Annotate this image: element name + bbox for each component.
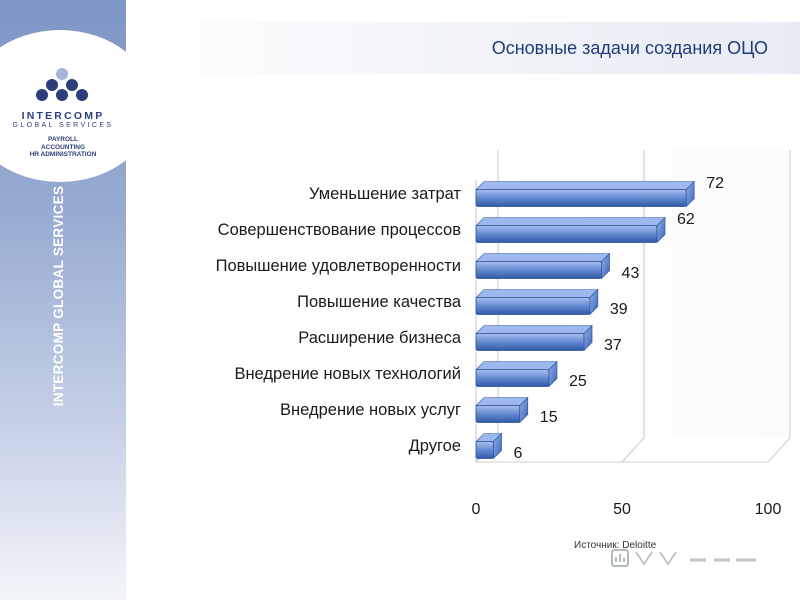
brand-subtitle: GLOBAL SERVICES [12, 122, 114, 129]
intercomp-logo-icon [36, 68, 88, 101]
value-label: 39 [610, 301, 628, 318]
bar [475, 441, 494, 459]
x-tick-label: 100 [755, 501, 782, 518]
bar-end-cap [589, 288, 599, 316]
bar [475, 369, 550, 387]
bar [475, 189, 687, 207]
x-tick-labels: 0 50 100 [472, 501, 782, 518]
x-tick-label: 50 [613, 501, 631, 518]
value-label: 43 [622, 265, 640, 282]
category-label: Уменьшение затрат [309, 185, 461, 203]
x-tick-label: 0 [472, 501, 481, 518]
source-note: Источник: Deloitte [574, 540, 657, 551]
brand-services: PAYROLL ACCOUNTING HR ADMINISTRATION [0, 136, 126, 159]
value-label: 6 [514, 445, 523, 462]
bar-end-cap [548, 360, 558, 388]
grid-depth-line [621, 437, 645, 463]
category-labels: Уменьшение затрат Совершенствование проце… [216, 185, 462, 455]
page-title: Основные задачи создания ОЦО [491, 38, 768, 58]
bar [475, 297, 591, 315]
bar-top-face [475, 397, 529, 406]
category-label: Расширение бизнеса [298, 329, 462, 347]
bar-end-cap [493, 432, 502, 460]
watermark-icon [611, 549, 756, 567]
bar-top-face [475, 325, 593, 334]
bar [475, 225, 658, 243]
category-label: Другое [409, 437, 461, 455]
category-label: Повышение качества [297, 293, 462, 311]
bar-top-face [475, 217, 666, 226]
category-label: Совершенствование процессов [218, 221, 462, 239]
bar-end-cap [685, 180, 695, 208]
bar-end-cap [519, 396, 529, 424]
bar-end-cap [601, 252, 610, 280]
bar-top-face [475, 181, 695, 190]
grid-depth-line [767, 437, 791, 463]
bar [475, 261, 602, 279]
bar [475, 405, 521, 423]
brand-service: PAYROLL [48, 136, 78, 143]
value-label: 37 [604, 337, 622, 354]
brand-service: HR ADMINISTRATION [29, 151, 97, 158]
value-label: 62 [677, 211, 695, 228]
category-label: Внедрение новых технологий [234, 365, 461, 383]
title-band [126, 22, 800, 74]
value-labels: 72 62 43 39 37 25 15 6 [514, 175, 725, 462]
bar-top-face [475, 253, 611, 262]
bar-end-cap [583, 324, 593, 352]
value-label: 72 [706, 175, 724, 192]
brand-service: ACCOUNTING [40, 143, 86, 151]
chart-bars [475, 180, 695, 460]
category-label: Повышение удовлетворенности [216, 257, 461, 275]
value-label: 25 [569, 373, 587, 390]
brand-name: INTERCOMP [21, 110, 105, 122]
category-label: Внедрение новых услуг [280, 401, 461, 419]
bar [475, 333, 585, 351]
bar-end-cap [656, 216, 666, 244]
bar-top-face [475, 289, 599, 298]
bar-top-face [475, 361, 558, 370]
value-label: 15 [540, 409, 558, 426]
